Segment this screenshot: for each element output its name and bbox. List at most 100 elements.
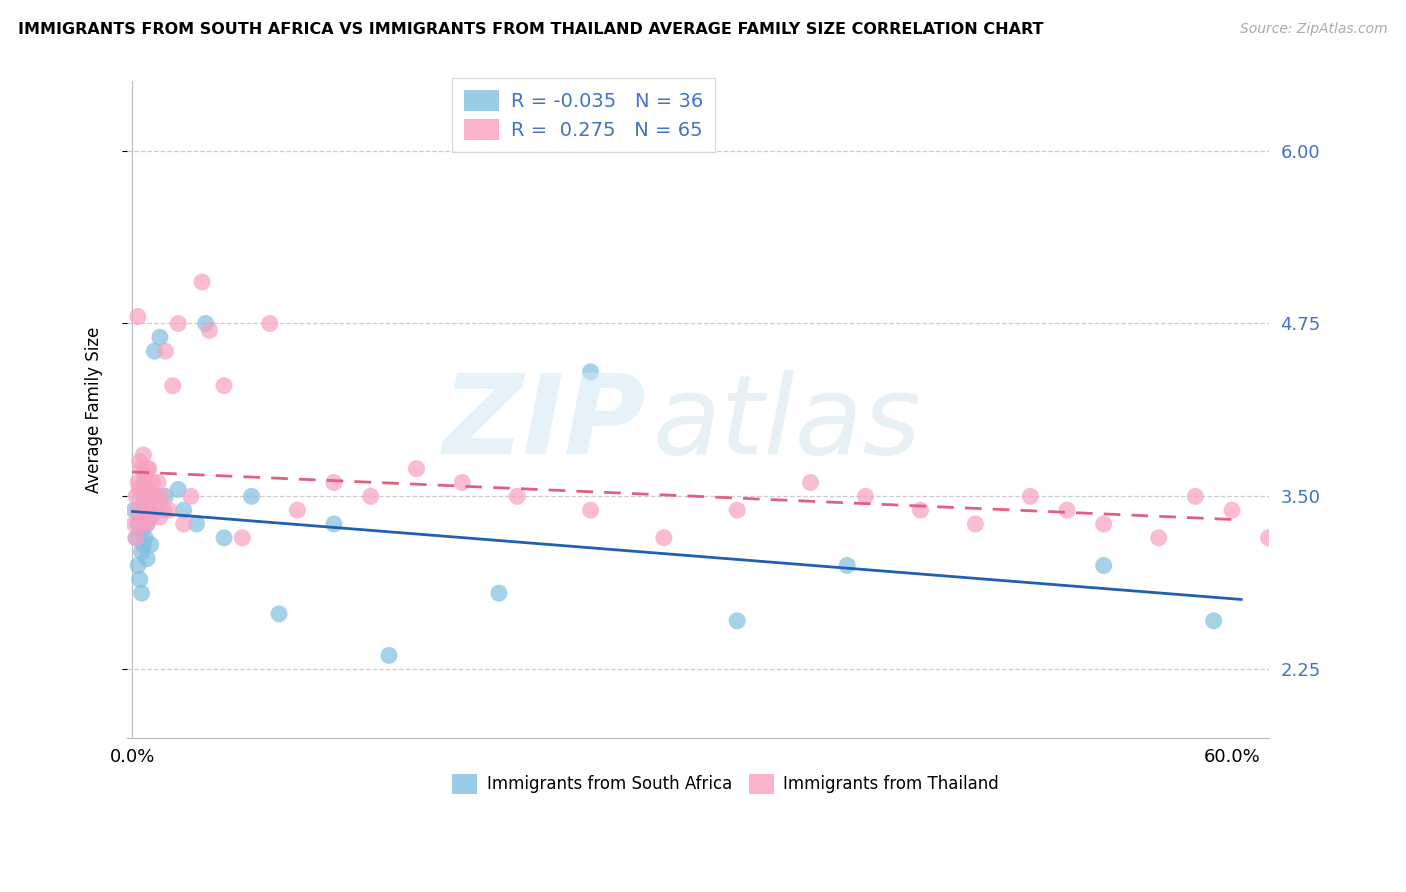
Text: IMMIGRANTS FROM SOUTH AFRICA VS IMMIGRANTS FROM THAILAND AVERAGE FAMILY SIZE COR: IMMIGRANTS FROM SOUTH AFRICA VS IMMIGRAN… (18, 22, 1043, 37)
Point (194, 317, 217, 331)
Point (149, 330, 172, 344)
Point (186, 516, 208, 531)
Text: ZIP: ZIP (443, 369, 647, 476)
Point (122, 503, 145, 517)
Point (965, 516, 987, 531)
Point (1056, 503, 1078, 517)
Point (136, 516, 159, 531)
Point (127, 516, 149, 531)
Point (136, 516, 159, 531)
Point (488, 586, 510, 600)
Text: Immigrants from Thailand: Immigrants from Thailand (783, 775, 1000, 793)
Point (405, 461, 427, 475)
Point (145, 503, 167, 517)
Point (131, 524, 153, 538)
Point (127, 503, 149, 517)
Point (131, 489, 153, 503)
Point (146, 475, 169, 490)
Point (128, 483, 150, 497)
Point (134, 489, 156, 503)
Point (128, 455, 150, 469)
Point (138, 503, 160, 517)
Point (143, 344, 166, 359)
Point (125, 531, 148, 545)
Point (139, 510, 162, 524)
Point (378, 648, 401, 663)
Point (157, 503, 180, 517)
Point (139, 538, 162, 552)
Point (240, 489, 263, 503)
Point (134, 489, 156, 503)
Point (167, 483, 190, 497)
Point (132, 538, 155, 552)
Point (136, 551, 159, 566)
Point (231, 531, 253, 545)
Point (1184, 489, 1206, 503)
Text: Source: ZipAtlas.com: Source: ZipAtlas.com (1240, 22, 1388, 37)
Point (212, 531, 235, 545)
Point (142, 503, 165, 517)
Point (180, 489, 202, 503)
Point (360, 489, 382, 503)
Text: Immigrants from South Africa: Immigrants from South Africa (486, 775, 731, 793)
Point (155, 489, 177, 503)
Point (136, 461, 159, 475)
Point (122, 516, 145, 531)
Point (837, 558, 859, 573)
Point (259, 317, 281, 331)
Point (142, 475, 165, 490)
Point (451, 475, 474, 490)
Point (173, 503, 195, 517)
Point (131, 461, 153, 475)
FancyBboxPatch shape (453, 774, 478, 794)
Point (134, 510, 156, 524)
Point (150, 489, 173, 503)
Point (855, 489, 877, 503)
Point (132, 503, 155, 517)
Legend: R = -0.035   N = 36, R =  0.275   N = 65: R = -0.035 N = 36, R = 0.275 N = 65 (453, 78, 714, 152)
Point (1019, 489, 1042, 503)
Point (285, 503, 308, 517)
Point (131, 516, 153, 531)
Point (267, 607, 290, 621)
FancyBboxPatch shape (749, 774, 775, 794)
Point (725, 503, 748, 517)
Text: atlas: atlas (652, 369, 921, 476)
Point (212, 378, 235, 392)
Point (128, 510, 150, 524)
Point (155, 344, 177, 359)
Point (136, 489, 159, 503)
Point (1092, 516, 1115, 531)
Point (579, 503, 602, 517)
Point (138, 483, 160, 497)
Point (652, 531, 675, 545)
Point (1147, 531, 1170, 545)
Point (125, 531, 148, 545)
Point (131, 544, 153, 558)
Point (134, 531, 156, 545)
Point (143, 489, 166, 503)
Point (506, 489, 529, 503)
Point (1202, 614, 1225, 628)
Point (134, 468, 156, 483)
Point (1220, 503, 1243, 517)
Point (138, 503, 160, 517)
Point (139, 489, 162, 503)
Point (1092, 558, 1115, 573)
Point (132, 448, 155, 462)
Y-axis label: Average Family Size: Average Family Size (86, 326, 103, 493)
Point (191, 275, 214, 289)
Point (1257, 531, 1279, 545)
Point (138, 461, 160, 475)
Point (128, 510, 150, 524)
Point (198, 323, 221, 337)
Point (579, 365, 602, 379)
Point (167, 317, 190, 331)
Point (323, 516, 346, 531)
Point (149, 510, 172, 524)
Point (799, 475, 821, 490)
Point (125, 489, 148, 503)
Point (162, 378, 184, 392)
Point (152, 503, 174, 517)
Point (132, 475, 155, 490)
